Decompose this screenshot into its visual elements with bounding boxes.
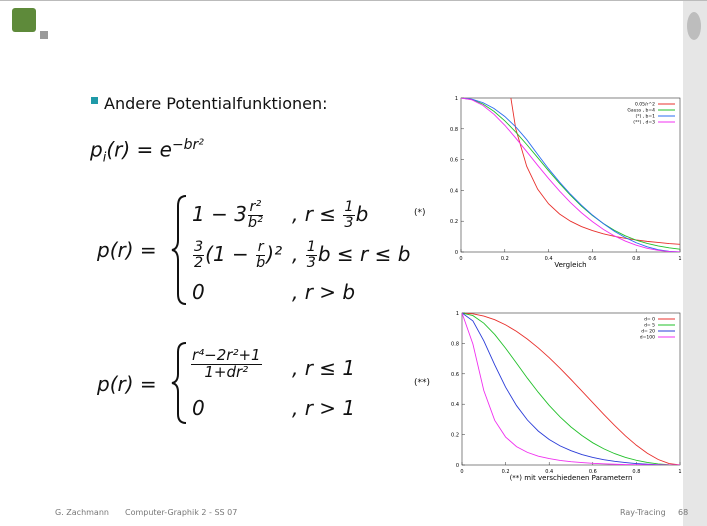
x-tick-label: 0.8 xyxy=(632,469,640,475)
series-line xyxy=(505,60,680,245)
legend-label: (*) , b=1 xyxy=(635,114,655,120)
x-tick-label: 0.4 xyxy=(545,256,553,262)
y-tick-label: 0.6 xyxy=(450,158,458,164)
x-tick-label: 0.6 xyxy=(588,256,596,262)
legend-label: (**) , d=3 xyxy=(633,120,655,126)
legend-label: d= 20 xyxy=(641,329,655,335)
x-tick-label: 0.2 xyxy=(501,256,509,262)
y-tick-label: 0.8 xyxy=(451,341,459,347)
x-tick-label: 0.2 xyxy=(502,469,510,475)
slide: Andere Potentialfunktionen: pi(r) = e−br… xyxy=(0,0,707,526)
y-tick-label: 0.2 xyxy=(450,219,458,225)
x-axis-label: (**) mit verschiedenen Parametern xyxy=(510,474,633,482)
y-tick-label: 1 xyxy=(456,311,459,317)
x-tick-label: 1 xyxy=(678,469,681,475)
y-tick-label: 1 xyxy=(455,96,458,102)
x-tick-label: 1 xyxy=(678,256,681,262)
x-axis-label: Vergleich xyxy=(554,261,586,269)
y-tick-label: 0.8 xyxy=(450,127,458,133)
y-tick-label: 0.4 xyxy=(451,402,459,408)
x-tick-label: 0 xyxy=(459,256,462,262)
x-tick-label: 0.8 xyxy=(632,256,640,262)
y-tick-label: 0 xyxy=(455,250,458,256)
y-tick-label: 0 xyxy=(456,463,459,469)
y-tick-label: 0.4 xyxy=(450,188,458,194)
legend-label: d= 0 xyxy=(644,317,655,323)
x-tick-label: 0 xyxy=(460,469,463,475)
legend-label: Gauss , b=4 xyxy=(627,108,655,114)
plot-area xyxy=(461,60,680,253)
legend-label: 0.05/r^2 xyxy=(635,102,655,108)
y-tick-label: 0.2 xyxy=(451,433,459,439)
charts: 0 0.2 0.4 0.6 0.8 1 0 0.2 0.4 0.6 0.8 1 Vergleich 0.0… xyxy=(0,0,707,526)
legend-label: d= 5 xyxy=(644,323,655,329)
legend-label: d=100 xyxy=(640,335,655,341)
y-tick-label: 0.6 xyxy=(451,372,459,378)
